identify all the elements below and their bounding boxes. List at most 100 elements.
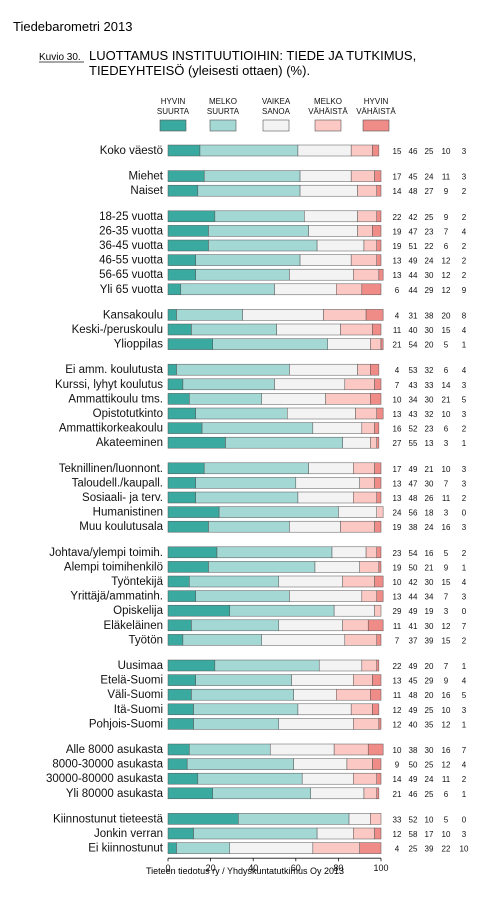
bar-segment (216, 546, 333, 559)
row-label: Eläkeläinen (104, 620, 163, 632)
data-label: 16 (442, 691, 451, 700)
bar-segment (208, 520, 290, 533)
bar-segment (365, 546, 377, 559)
data-label: 9 (462, 286, 467, 295)
bar-segment (167, 184, 199, 197)
bar-segment (376, 590, 384, 602)
bar-segment (195, 254, 301, 266)
bar-segment (353, 827, 375, 840)
bar-segment (199, 144, 299, 157)
data-label: 44 (409, 271, 418, 280)
row-label: Jonkin verran (94, 828, 163, 840)
row-label: Johtava/ylempi toimih. (49, 547, 163, 559)
bar-segment (314, 561, 360, 573)
data-label: 43 (409, 381, 418, 390)
data-label: 44 (409, 286, 418, 295)
data-label: 43 (409, 410, 418, 419)
row-label: Muu koulutusala (79, 521, 163, 533)
data-label: 17 (393, 465, 402, 474)
data-label: 3 (462, 479, 467, 488)
bar-segment (167, 634, 184, 646)
data-label: 11 (393, 622, 402, 631)
data-label: 33 (393, 815, 402, 824)
bar-segment (278, 575, 343, 588)
bar-segment (312, 842, 360, 854)
x-tick-label: 20 (206, 863, 216, 873)
x-axis: 0 20 40 60 80 100 (165, 857, 389, 873)
legend-label-line2: SANOA (262, 107, 291, 116)
row-label: Kurssi, lyhyt koulutus (55, 379, 163, 391)
bar-segment (167, 546, 218, 559)
bar-segment (355, 407, 377, 420)
data-label: 12 (442, 257, 451, 266)
bar-segment (167, 170, 205, 182)
data-label: 29 (425, 677, 434, 686)
bar-segment (274, 283, 337, 296)
bar-segment (346, 758, 373, 770)
row-label: Etelä-Suomi (100, 675, 163, 687)
data-label: 25 (425, 147, 434, 156)
data-label: 4 (462, 366, 467, 375)
bar-segment (212, 787, 311, 800)
data-label: 45 (409, 677, 418, 686)
data-label: 13 (393, 494, 402, 503)
bar-segment (374, 462, 382, 475)
bar-segment (195, 268, 290, 281)
bar-segment (308, 462, 354, 475)
bar-segment (336, 688, 371, 701)
bar-segment (167, 268, 196, 281)
data-label: 37 (409, 636, 418, 645)
bar-segment (316, 827, 354, 840)
data-label: 10 (393, 578, 402, 587)
bar-segment (167, 407, 196, 420)
data-label: 49 (409, 465, 418, 474)
bar-segment (353, 674, 373, 686)
bar-segment (193, 718, 280, 730)
data-label: 6 (444, 366, 449, 375)
bar-segment (299, 254, 352, 266)
legend-label-line2: SUURTA (207, 107, 240, 116)
data-label: 54 (409, 549, 418, 558)
bar-segment (336, 283, 363, 296)
bar-segment (380, 338, 384, 350)
bar-segment (353, 268, 380, 281)
bar-segment (191, 688, 294, 701)
bar-segment (203, 462, 309, 475)
data-label: 11 (442, 775, 451, 784)
data-label: 24 (425, 257, 434, 266)
data-label: 27 (393, 439, 402, 448)
bar-segment (374, 378, 382, 391)
bar-segment (350, 254, 377, 266)
data-label: 4 (395, 845, 400, 854)
data-label: 7 (395, 381, 400, 390)
data-label: 21 (393, 341, 402, 350)
data-label: 12 (442, 271, 451, 280)
data-label: 6 (444, 790, 449, 799)
bar-segment (167, 462, 205, 475)
data-label: 5 (462, 395, 467, 404)
bar-segment (167, 254, 196, 266)
data-label: 2 (462, 425, 467, 434)
bar-segment (378, 561, 382, 573)
bar-segment (167, 309, 177, 321)
bar-segment (229, 842, 314, 854)
data-label: 12 (442, 622, 451, 631)
bar-segment (374, 520, 382, 533)
bar-segment (274, 378, 346, 391)
bar-segment (167, 772, 199, 785)
data-label: 38 (409, 523, 418, 532)
data-label: 24 (425, 523, 434, 532)
data-label: 30 (425, 479, 434, 488)
data-label: 11 (442, 173, 451, 182)
row-label: Yrittäjä/ammatinh. (70, 591, 163, 603)
bar-segment (370, 688, 382, 701)
data-label: 47 (409, 227, 418, 236)
data-label: 10 (393, 395, 402, 404)
bar-segment (350, 144, 373, 157)
data-label: 7 (462, 746, 467, 755)
bar-segment (304, 210, 358, 223)
row-label: 8000-30000 asukasta (52, 759, 163, 771)
data-label: 20 (425, 662, 434, 671)
data-label: 6 (395, 286, 400, 295)
bar-segment (361, 283, 382, 296)
